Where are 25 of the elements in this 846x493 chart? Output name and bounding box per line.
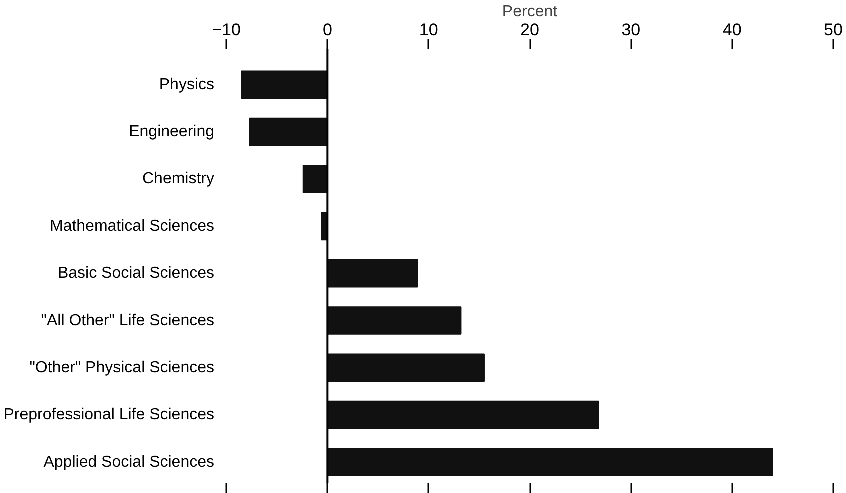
bar — [327, 306, 462, 335]
bar — [327, 259, 418, 288]
bar — [327, 400, 600, 430]
x-tick-label: 30 — [622, 20, 641, 40]
x-axis-title: Percent — [502, 4, 558, 20]
bar — [327, 448, 774, 476]
x-tick-label: 50 — [824, 20, 843, 40]
y-tick-label: Chemistry — [142, 170, 215, 188]
y-tick-label: Applied Social Sciences — [44, 454, 214, 471]
bar — [241, 70, 328, 100]
y-tick-label: Basic Social Sciences — [58, 265, 214, 282]
x-tick-label: 10 — [419, 20, 438, 40]
bar — [302, 165, 328, 194]
y-tick-label: Mathematical Sciences — [50, 218, 214, 235]
x-tick-label: 0 — [322, 20, 332, 40]
y-tick-label: Engineering — [129, 124, 215, 141]
x-tick-label: −10 — [212, 20, 241, 40]
y-tick-label: Physics — [159, 76, 214, 94]
y-tick-label: "Other" Physical Sciences — [30, 359, 214, 376]
x-tick-label: 40 — [722, 20, 742, 40]
bar — [249, 118, 328, 146]
y-tick-label: Preprofessional Life Sciences — [4, 406, 214, 424]
bar — [327, 354, 485, 382]
x-tick-label: 20 — [520, 20, 540, 40]
y-tick-label: "All Other" Life Sciences — [41, 312, 215, 330]
